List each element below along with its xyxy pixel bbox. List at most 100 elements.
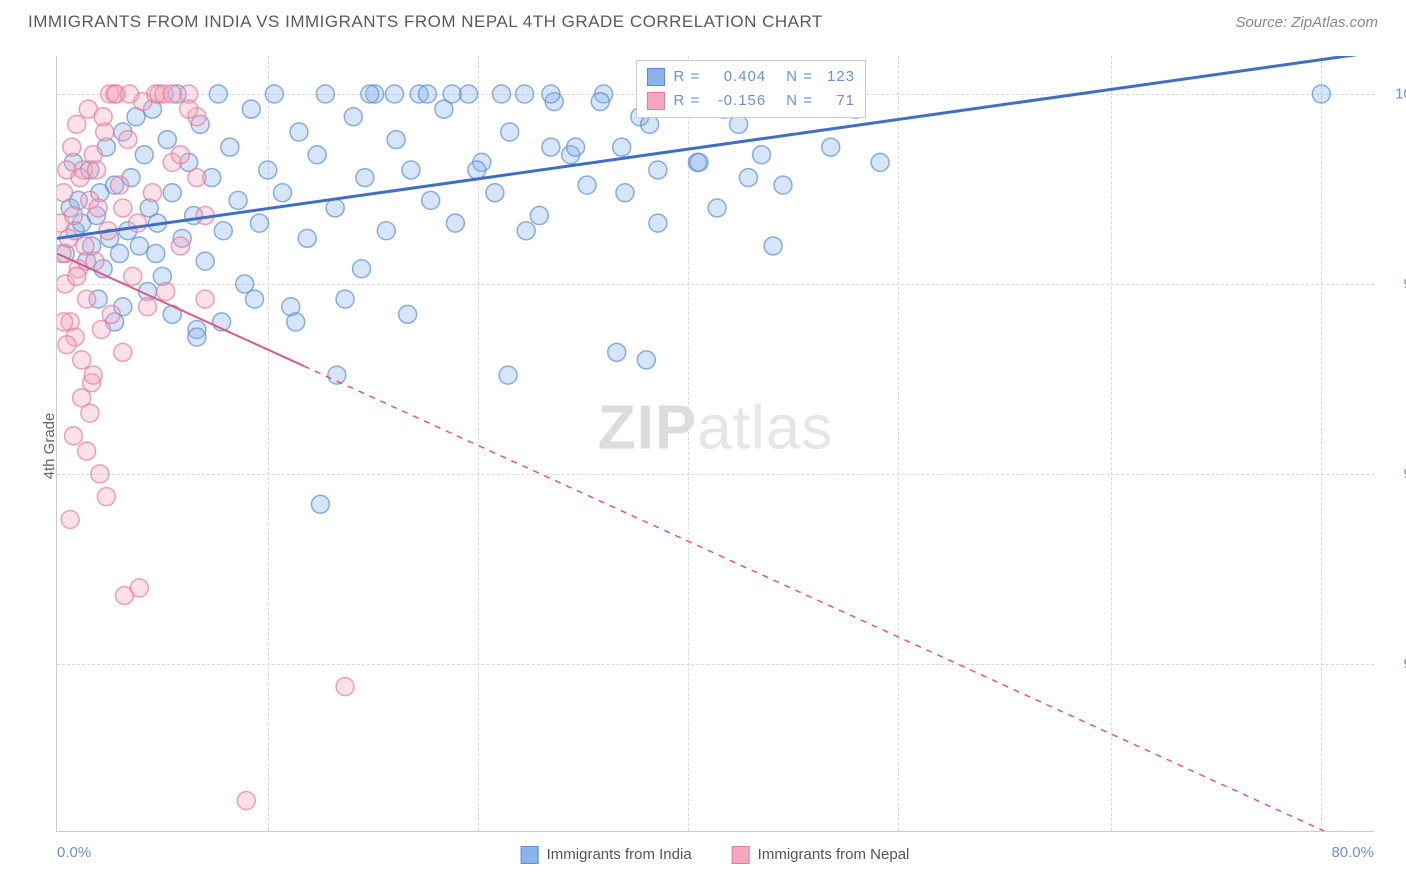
- scatter-point-india: [613, 138, 631, 156]
- scatter-point-india: [316, 85, 334, 103]
- scatter-point-india: [468, 161, 486, 179]
- scatter-point-nepal: [68, 115, 86, 133]
- scatter-point-india: [196, 252, 214, 270]
- scatter-point-india: [764, 237, 782, 255]
- scatter-point-india: [422, 191, 440, 209]
- y-tick-label: 100.0%: [1395, 85, 1406, 102]
- scatter-point-india: [418, 85, 436, 103]
- scatter-point-india: [209, 85, 227, 103]
- scatter-point-india: [214, 222, 232, 240]
- scatter-point-nepal: [336, 678, 354, 696]
- scatter-point-nepal: [111, 176, 129, 194]
- legend-n-label: N =: [786, 65, 813, 89]
- scatter-point-nepal: [180, 100, 198, 118]
- legend-n-value: 123: [821, 65, 855, 89]
- scatter-point-nepal: [102, 305, 120, 323]
- scatter-point-nepal: [143, 184, 161, 202]
- scatter-point-india: [221, 138, 239, 156]
- scatter-point-india: [446, 214, 464, 232]
- scatter-point-india: [530, 207, 548, 225]
- scatter-point-nepal: [91, 465, 109, 483]
- scatter-point-nepal: [64, 427, 82, 445]
- scatter-point-nepal: [89, 199, 107, 217]
- legend-n-label: N =: [786, 89, 813, 113]
- scatter-point-nepal: [157, 283, 175, 301]
- chart-title: IMMIGRANTS FROM INDIA VS IMMIGRANTS FROM…: [28, 12, 823, 32]
- scatter-point-india: [567, 138, 585, 156]
- plot-area: ZIPatlas R = 0.404N = 123R = -0.156N = 7…: [56, 56, 1374, 832]
- series-legend: Immigrants from IndiaImmigrants from Nep…: [521, 846, 910, 864]
- scatter-point-india: [274, 184, 292, 202]
- chart-container: ZIPatlas R = 0.404N = 123R = -0.156N = 7…: [56, 56, 1374, 832]
- scatter-point-india: [353, 260, 371, 278]
- scatter-point-india: [308, 146, 326, 164]
- scatter-point-nepal: [237, 792, 255, 810]
- scatter-point-india: [361, 85, 379, 103]
- scatter-point-india: [516, 85, 534, 103]
- scatter-point-india: [158, 131, 176, 149]
- scatter-point-nepal: [114, 343, 132, 361]
- scatter-point-india: [298, 229, 316, 247]
- scatter-point-india: [385, 85, 403, 103]
- correlation-legend-row: R = -0.156N = 71: [647, 89, 855, 113]
- scatter-svg: [57, 56, 1374, 831]
- correlation-legend: R = 0.404 N = 123R = -0.156N = 71: [636, 60, 866, 118]
- scatter-point-nepal: [78, 290, 96, 308]
- scatter-point-india: [871, 153, 889, 171]
- scatter-point-india: [287, 313, 305, 331]
- scatter-point-india: [246, 290, 264, 308]
- scatter-point-india: [517, 222, 535, 240]
- scatter-point-nepal: [73, 351, 91, 369]
- scatter-point-india: [616, 184, 634, 202]
- scatter-point-india: [690, 153, 708, 171]
- scatter-point-india: [637, 351, 655, 369]
- source-attribution: Source: ZipAtlas.com: [1235, 14, 1378, 31]
- scatter-point-india: [356, 169, 374, 187]
- scatter-point-nepal: [120, 85, 138, 103]
- scatter-point-india: [649, 161, 667, 179]
- scatter-point-nepal: [119, 131, 137, 149]
- scatter-point-india: [399, 305, 417, 323]
- legend-swatch-india: [647, 68, 665, 86]
- scatter-point-nepal: [114, 199, 132, 217]
- scatter-point-india: [311, 495, 329, 513]
- scatter-point-india: [387, 131, 405, 149]
- scatter-point-india: [135, 146, 153, 164]
- legend-r-label: R =: [673, 65, 700, 89]
- scatter-point-nepal: [163, 85, 181, 103]
- scatter-point-india: [591, 93, 609, 111]
- scatter-point-india: [402, 161, 420, 179]
- series-legend-item: Immigrants from Nepal: [732, 846, 910, 864]
- scatter-point-nepal: [63, 138, 81, 156]
- scatter-point-nepal: [130, 579, 148, 597]
- scatter-point-india: [486, 184, 504, 202]
- scatter-point-nepal: [57, 313, 73, 331]
- header: IMMIGRANTS FROM INDIA VS IMMIGRANTS FROM…: [0, 0, 1406, 40]
- legend-swatch: [732, 846, 750, 864]
- trend-line-nepal-extrapolated: [304, 366, 1374, 831]
- scatter-point-nepal: [64, 207, 82, 225]
- scatter-point-india: [250, 214, 268, 232]
- scatter-point-india: [822, 138, 840, 156]
- scatter-point-nepal: [94, 108, 112, 126]
- scatter-point-nepal: [68, 267, 86, 285]
- scatter-point-nepal: [139, 298, 157, 316]
- scatter-point-india: [499, 366, 517, 384]
- scatter-point-india: [344, 108, 362, 126]
- scatter-point-nepal: [57, 184, 73, 202]
- scatter-point-india: [242, 100, 260, 118]
- legend-n-value: 71: [821, 89, 855, 113]
- scatter-point-india: [377, 222, 395, 240]
- x-tick-label: 0.0%: [57, 844, 91, 861]
- scatter-point-india: [649, 214, 667, 232]
- scatter-point-india: [730, 115, 748, 133]
- scatter-point-india: [147, 245, 165, 263]
- scatter-point-nepal: [73, 389, 91, 407]
- scatter-point-india: [708, 199, 726, 217]
- scatter-point-india: [1312, 85, 1330, 103]
- scatter-point-india: [578, 176, 596, 194]
- scatter-point-nepal: [171, 146, 189, 164]
- legend-r-value: 0.404: [708, 65, 766, 89]
- scatter-point-nepal: [84, 366, 102, 384]
- scatter-point-india: [542, 85, 560, 103]
